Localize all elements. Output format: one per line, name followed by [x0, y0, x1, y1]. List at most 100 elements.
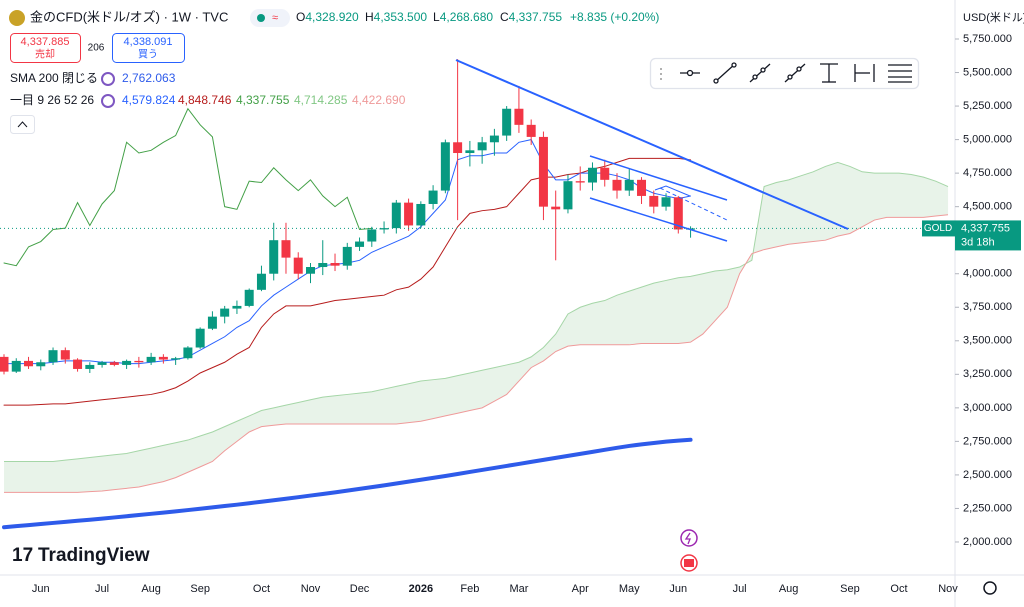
- candle-body: [60, 350, 70, 360]
- candle-body: [171, 358, 181, 360]
- candle-body: [624, 179, 634, 191]
- candle-body: [404, 202, 414, 226]
- y-tick-label: 3,250.000: [963, 368, 1012, 380]
- label: C: [500, 10, 509, 24]
- label: L: [433, 10, 440, 24]
- candle-body: [600, 167, 610, 180]
- grip[interactable]: [660, 68, 662, 70]
- candle-body: [183, 347, 193, 359]
- x-tick-label: Nov: [301, 583, 321, 595]
- price-tag-countdown: 3d 18h: [961, 236, 995, 248]
- candle-body: [526, 124, 536, 137]
- candle-body: [551, 206, 561, 210]
- x-tick-label: May: [619, 583, 640, 595]
- candle-body: [232, 305, 242, 309]
- candle-body: [73, 359, 83, 369]
- y-tick-label: 4,750.000: [963, 167, 1012, 179]
- sell-label: 売却: [35, 48, 55, 61]
- x-tick-label: Apr: [572, 583, 589, 595]
- ohlc-high: H4,353.500: [365, 10, 427, 24]
- indicator-name: SMA 200 閉じる: [10, 71, 98, 85]
- candle-body: [355, 241, 365, 247]
- indicator-value: 2,762.063: [122, 71, 176, 85]
- x-tick-label: Dec: [350, 583, 370, 595]
- watermark: TradingView: [38, 545, 150, 566]
- tool-trend-line[interactable]: [713, 62, 737, 84]
- candle-body: [146, 356, 156, 363]
- channel-line: [589, 197, 728, 242]
- x-tick-label: Sep: [840, 583, 860, 595]
- tool-horizontal-ray[interactable]: [680, 69, 700, 77]
- x-tick-label: Mar: [509, 583, 528, 595]
- label: O: [296, 10, 305, 24]
- value: 4,328.920: [305, 10, 359, 24]
- candle-body: [256, 273, 266, 290]
- buy-button[interactable]: [112, 33, 185, 63]
- collapse-button[interactable]: [10, 115, 35, 134]
- candle-body: [293, 257, 303, 274]
- x-tick-label: Feb: [460, 583, 479, 595]
- tool-vertical[interactable]: [820, 63, 838, 83]
- indicator-value: 4,714.285: [294, 93, 348, 107]
- price-tag: [955, 220, 1021, 251]
- candle-body: [440, 142, 450, 191]
- ohlc-change: +8.835 (+0.20%): [570, 10, 659, 24]
- indicator-icon[interactable]: [101, 72, 115, 86]
- grip[interactable]: [660, 73, 662, 75]
- status-pill[interactable]: [250, 9, 290, 27]
- buy-price: 4,338.091: [124, 36, 173, 48]
- candle-body: [85, 364, 95, 369]
- candle-body: [612, 179, 622, 191]
- y-tick-label: 2,000.000: [963, 536, 1012, 548]
- cloud-fill: [4, 162, 949, 493]
- candle-body: [330, 262, 340, 266]
- indicator-line: [2, 437, 693, 530]
- candle-body: [465, 150, 475, 154]
- plot-area: [0, 59, 955, 530]
- tool-settings[interactable]: [888, 64, 912, 83]
- y-tick-label: 2,250.000: [963, 502, 1012, 514]
- y-tick-label: 4,500.000: [963, 201, 1012, 213]
- indicator-value: 4,579.824: [122, 93, 176, 107]
- grip[interactable]: [660, 78, 662, 80]
- candle-body: [134, 360, 144, 363]
- label: H: [365, 10, 374, 24]
- ohlc-close: C4,337.755: [500, 10, 562, 24]
- y-axis-label: USD(米ドル): [963, 11, 1024, 24]
- candle-body: [36, 362, 46, 367]
- tool-ray[interactable]: [749, 63, 771, 83]
- x-tick-label: Nov: [938, 583, 958, 595]
- candle-body: [649, 195, 659, 207]
- ohlc-low: L4,268.680: [433, 10, 493, 24]
- candle-body: [502, 108, 512, 136]
- candle-body: [269, 240, 279, 274]
- y-tick-label: 3,500.000: [963, 335, 1012, 347]
- flag-icon: [684, 559, 694, 567]
- lightning: [684, 532, 691, 545]
- candle-body: [195, 328, 205, 348]
- indicator-line: [3, 107, 373, 267]
- settings-button[interactable]: [983, 581, 997, 595]
- trend-line: [455, 59, 849, 230]
- x-tick-label: Jun: [32, 583, 50, 595]
- y-tick-label: 2,500.000: [963, 469, 1012, 481]
- x-tick-label: Oct: [253, 583, 270, 595]
- symbol-tag: [922, 220, 955, 237]
- candle-body: [587, 167, 597, 183]
- tool-date-range[interactable]: [854, 64, 875, 82]
- y-tick-label: 5,750.000: [963, 33, 1012, 45]
- collapse-icon: [17, 121, 28, 128]
- candle-body: [428, 190, 438, 204]
- candle-body: [367, 229, 377, 242]
- candle-body: [673, 197, 683, 230]
- value: 4,268.680: [440, 10, 494, 24]
- candle-body: [0, 356, 9, 372]
- symbol-tag-text: GOLD: [924, 223, 952, 234]
- indicator-icon[interactable]: [101, 94, 115, 108]
- tool-extended-line[interactable]: [784, 63, 806, 83]
- sell-button[interactable]: [10, 33, 81, 63]
- drawing-toolbar: [649, 57, 920, 90]
- candle-body: [158, 356, 168, 360]
- event-icon[interactable]: [680, 529, 698, 547]
